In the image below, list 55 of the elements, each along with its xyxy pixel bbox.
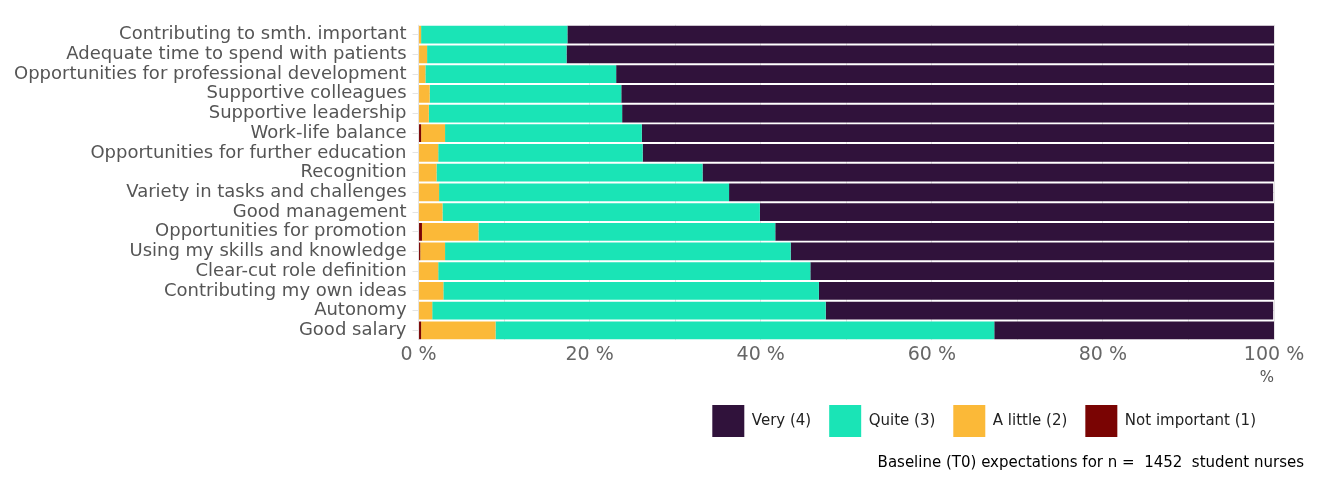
- x-axis-title: %: [1259, 367, 1274, 386]
- bar: [419, 144, 439, 162]
- y-tick-label: Opportunities for further education: [90, 140, 407, 162]
- bar: [445, 124, 642, 143]
- y-tick-label: Good salary: [298, 318, 407, 340]
- y-tick-label: Adequate time to spend with patients: [66, 42, 407, 64]
- bar: [445, 242, 791, 261]
- y-tick-label: Using my skills and knowledge: [129, 239, 407, 261]
- y-tick-label: Contributing to smth. important: [119, 22, 407, 44]
- bar: [478, 222, 776, 241]
- y-tick-label: Supportive leadership: [208, 101, 407, 123]
- bar: [419, 104, 429, 123]
- bar: [641, 124, 1274, 143]
- bar: [419, 262, 439, 281]
- x-tick-label: 20 %: [565, 341, 614, 364]
- bar: [419, 203, 443, 221]
- bar: [438, 262, 811, 281]
- bar: [442, 203, 760, 221]
- bar: [622, 104, 1274, 123]
- legend-label: Very (4): [751, 410, 812, 429]
- x-tick-label: 40 %: [736, 341, 785, 364]
- y-tick-label: Variety in tasks and challenges: [126, 180, 407, 202]
- bar: [429, 84, 622, 103]
- bar: [419, 222, 422, 241]
- bar: [419, 84, 430, 103]
- x-tick-label: 60 %: [907, 341, 956, 364]
- y-tick-label: Autonomy: [314, 298, 407, 320]
- bar: [421, 124, 446, 143]
- bar: [428, 104, 623, 123]
- bar: [616, 65, 1274, 83]
- bar: [810, 262, 1274, 281]
- bar: [425, 65, 617, 83]
- bar: [818, 282, 1274, 300]
- bar: [421, 222, 479, 241]
- y-tick-label: Contributing my own ideas: [163, 278, 407, 300]
- bar: [443, 282, 819, 300]
- legend-label: A little (2): [992, 410, 1068, 429]
- bar: [790, 242, 1274, 261]
- x-tick-label: 80 %: [1078, 341, 1128, 364]
- bar: [419, 321, 422, 340]
- bar: [419, 124, 422, 143]
- x-tick-label: 100 %: [1243, 341, 1305, 364]
- legend-label: Not important (1): [1124, 410, 1256, 429]
- bar: [642, 144, 1274, 162]
- bar: [419, 282, 444, 300]
- bar: [420, 242, 446, 261]
- y-tick-label: Recognition: [300, 160, 407, 182]
- bar: [438, 144, 643, 162]
- bar: [775, 222, 1274, 241]
- legend-label: Quite (3): [868, 410, 936, 429]
- bar: [621, 84, 1274, 103]
- x-tick-label: 0 %: [400, 341, 437, 364]
- text: Baseline (T0) expectations for n = 1452 student nurses: [877, 453, 1305, 472]
- bar: [419, 65, 426, 83]
- bar: [759, 203, 1274, 221]
